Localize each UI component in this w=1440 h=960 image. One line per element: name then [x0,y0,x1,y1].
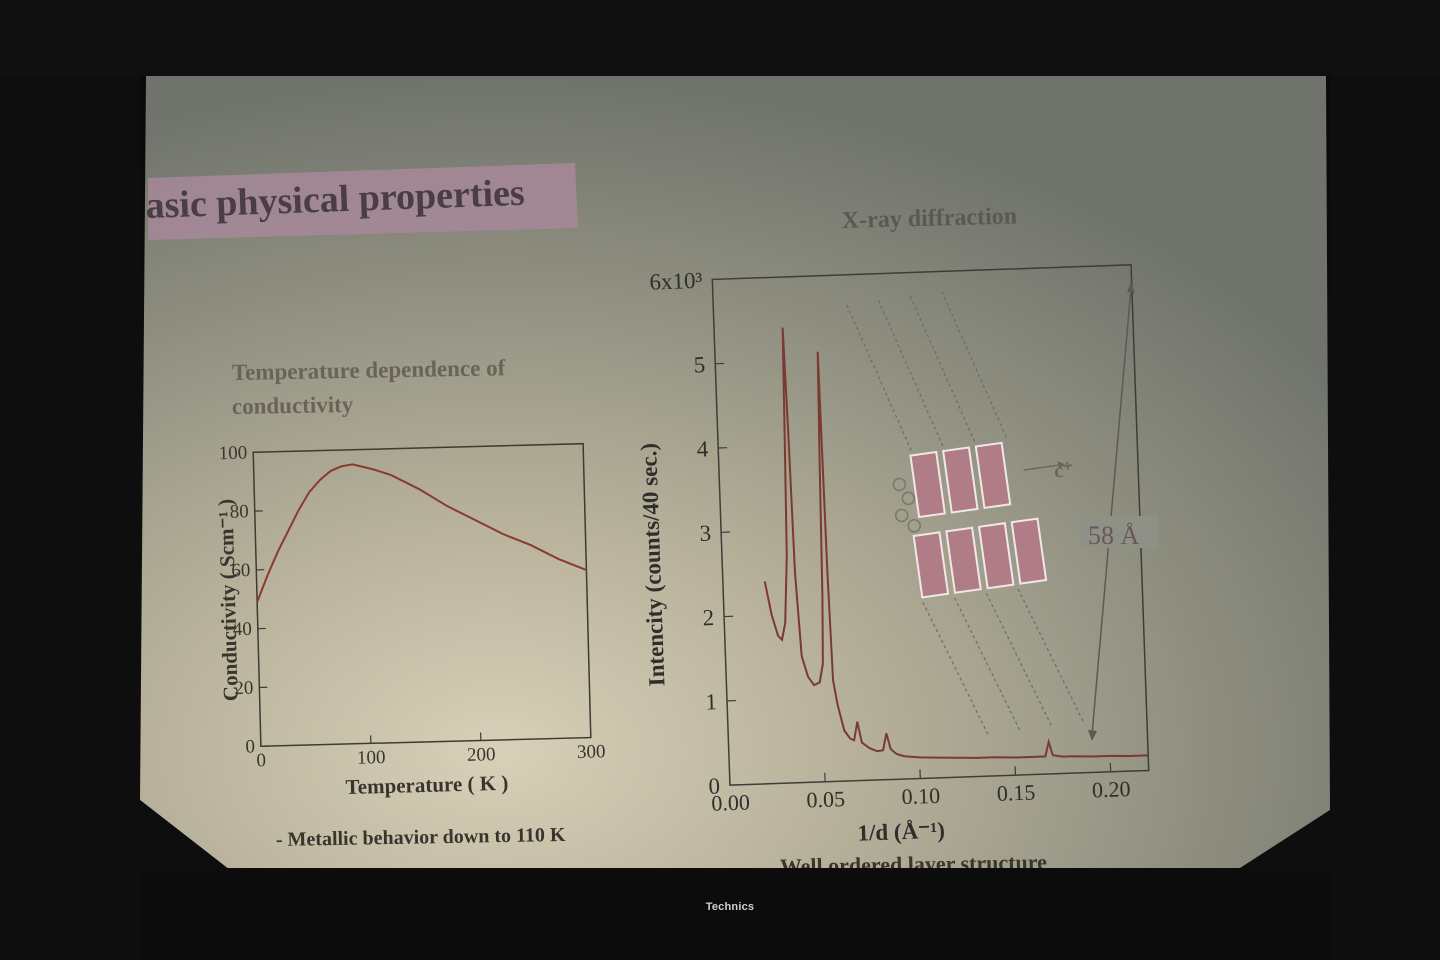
y-tick-label: 20 [234,678,254,699]
xray-title: X-ray diffraction [841,203,1017,234]
y-tick-label: 60 [231,560,251,581]
spacing-label: 58 Å [1088,521,1140,550]
c-axis-label: c⁺ [1053,458,1075,482]
screen-surface [140,76,1330,870]
conductivity-title-line2: conductivity [232,392,354,419]
x-tick-label: 0.20 [1092,776,1131,802]
conductivity-curve [256,463,587,603]
y-tick-label: 40 [233,619,253,640]
xray-xlabel: 1/d (Å⁻¹) [857,818,945,846]
chain-lower [1017,588,1084,722]
spacing-label-bg [1080,516,1158,548]
y-tick-label: 5 [693,352,705,377]
x-tick-label: 100 [357,747,386,769]
spacing-arrowhead-bottom [1088,730,1097,741]
chain-lower [954,597,1021,731]
y-tick-label: 4 [696,436,709,461]
y-tick-label: 80 [229,501,249,522]
corner-shadow-left [140,800,230,870]
technics-logo: Technics [705,901,755,913]
c-axis-arrowhead [1057,461,1066,470]
layer-structure-inset: c⁺ [846,291,1084,735]
y-tick-label: 1 [705,689,717,714]
metallic-note: - Metallic behavior down to 110 K [276,824,566,851]
x-tick-label: 0 [256,750,266,771]
y-tick-label: 100 [218,442,247,464]
lower-bezel [0,868,1440,960]
chain-upper [909,295,976,444]
layer-spacing-marker: 58 Å [1080,282,1158,741]
alkyl-chains [846,291,1084,735]
right-bezel [1330,0,1440,960]
x-tick-label: 200 [467,744,496,766]
spacing-arrowhead-top [1127,282,1135,293]
x-tick-label: 0.15 [996,779,1035,805]
conductivity-ylabel: Conductivity ( Scm⁻¹ ) [213,499,242,702]
y-tick-label: 3 [699,521,711,546]
chain-upper [846,304,913,453]
c-axis-arrow [1023,464,1059,471]
molecule-sketch [892,477,922,533]
top-bezel [0,0,1440,76]
title-banner [148,163,578,240]
x-tick-label: 0.05 [806,786,845,812]
spacing-line [1091,287,1132,736]
conductivity-axes-box [252,442,592,747]
chain-lower [922,602,989,735]
conductivity-title-line1: Temperature dependence of [232,355,506,385]
molecule-blocks [909,441,1048,599]
x-tick-label: 300 [577,741,606,763]
y-tick-label: 0 [245,736,255,757]
conductivity-xlabel: Temperature ( K ) [345,771,508,799]
y-tick-label: 0 [708,773,720,798]
y-tick-label: 2 [702,605,714,630]
xray-curve [763,327,1149,759]
chain-upper [878,300,945,449]
x-tick-label: 0.10 [901,783,940,809]
x-tick-label: 0.00 [711,789,750,815]
corner-shadow-right [1240,810,1330,870]
chain-lower [985,593,1052,726]
chain-upper [941,291,1008,440]
y-tick-label: 6x10³ [649,268,703,295]
left-bezel [0,0,140,960]
